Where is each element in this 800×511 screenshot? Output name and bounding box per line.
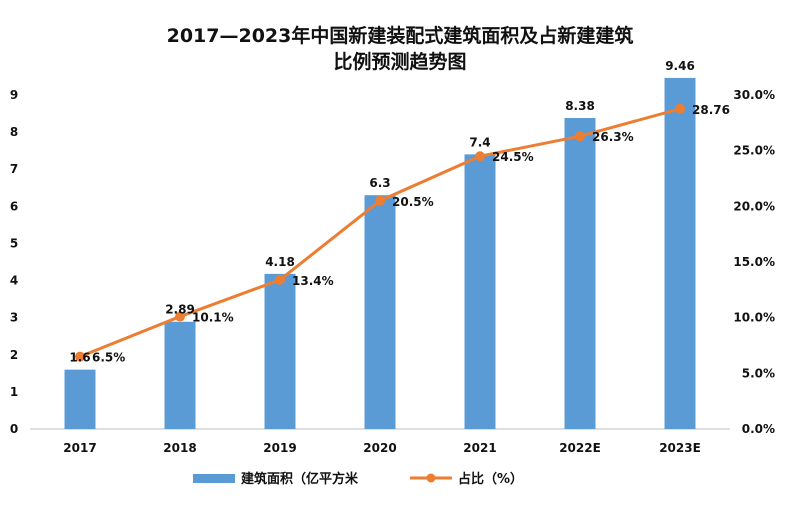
y-right-tick-label: 20.0% [733, 199, 775, 213]
legend-bar-swatch [193, 474, 235, 483]
line-data-label: 20.5% [392, 195, 434, 209]
bar [564, 118, 596, 430]
y-left-tick-label: 3 [10, 311, 18, 325]
bar [664, 77, 696, 429]
bar-data-label: 4.18 [265, 255, 295, 269]
y-left-tick-label: 9 [10, 88, 18, 102]
y-right-tick-label: 10.0% [733, 311, 775, 325]
line-point [475, 151, 485, 162]
bar-data-label: 8.38 [565, 99, 595, 113]
bar-data-label: 6.3 [369, 176, 390, 190]
y-right-tick-label: 0.0% [742, 422, 775, 436]
y-left-tick-label: 5 [10, 236, 18, 250]
x-tick-label: 2019 [263, 441, 296, 455]
y-left-tick-label: 4 [10, 274, 18, 288]
line-point [75, 351, 85, 362]
line-point [175, 311, 185, 322]
chart-title-line2: 比例预测趋势图 [333, 50, 466, 73]
y-left-tick-label: 0 [10, 422, 18, 436]
y-right-tick-label: 15.0% [733, 255, 775, 269]
bar-data-label: 1.6 [69, 351, 90, 365]
x-tick-label: 2020 [363, 441, 396, 455]
y-left-tick-label: 2 [10, 348, 18, 362]
legend-line-marker [426, 473, 436, 483]
bar [164, 321, 196, 429]
line-data-label: 6.5% [92, 351, 125, 365]
bar [364, 195, 396, 429]
line-data-label: 24.5% [492, 150, 534, 164]
line-point [375, 195, 385, 206]
plot-area: 0 1 2 3 4 5 6 7 8 9 0.0% 5.0% 10.0% 15.0% 20.0% 25.0% 30… [10, 59, 775, 455]
line-point [575, 131, 585, 142]
line-point [675, 103, 685, 114]
bar [264, 273, 296, 429]
chart-title-line1: 2017—2023年中国新建装配式建筑面积及占新建建筑 [167, 24, 634, 47]
line-data-label: 13.4% [292, 274, 334, 288]
x-tick-label: 2022E [559, 441, 601, 455]
bar-data-label: 7.4 [469, 135, 490, 149]
y-left-tick-label: 8 [10, 125, 18, 139]
x-tick-label: 2023E [659, 441, 701, 455]
legend: 建筑面积（亿平方米 占比（%） [193, 471, 523, 487]
line-point [275, 274, 285, 285]
y-right-tick-label: 5.0% [742, 366, 775, 380]
legend-bar-label: 建筑面积（亿平方米 [241, 471, 359, 487]
bar [64, 369, 96, 429]
x-tick-label: 2018 [163, 441, 196, 455]
x-tick-label: 2017 [63, 441, 96, 455]
y-left-tick-label: 7 [10, 162, 18, 176]
line-data-label: 26.3% [592, 130, 634, 144]
bar [464, 154, 496, 429]
bar-data-label: 9.46 [665, 59, 695, 73]
y-left-tick-label: 1 [10, 385, 18, 399]
line-data-label: 10.1% [192, 311, 234, 325]
line-data-label: 28.76 [692, 103, 730, 117]
x-tick-label: 2021 [463, 441, 496, 455]
legend-line-label: 占比（%） [458, 471, 523, 487]
y-right-tick-label: 30.0% [733, 88, 775, 102]
y-left-tick-label: 6 [10, 199, 18, 213]
y-right-tick-label: 25.0% [733, 144, 775, 158]
bar-data-label: 2.89 [165, 303, 195, 317]
